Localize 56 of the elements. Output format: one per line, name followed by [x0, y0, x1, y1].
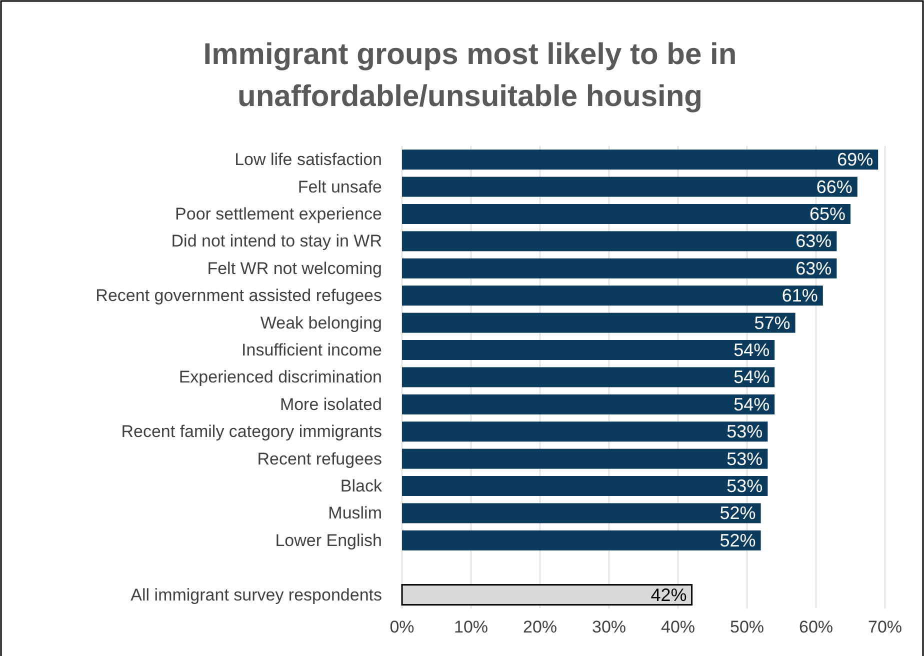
data-label: 53% — [726, 476, 763, 496]
bar — [402, 422, 768, 442]
y-tick-label: All immigrant survey respondents — [130, 585, 382, 604]
data-label: 53% — [726, 448, 763, 469]
bar — [402, 176, 858, 197]
bar — [402, 231, 837, 252]
bar — [402, 204, 850, 224]
bar — [402, 394, 775, 414]
y-tick-label: Recent refugees — [257, 449, 382, 468]
data-label: 61% — [782, 286, 818, 306]
y-tick-label: Felt WR not welcoming — [207, 258, 382, 278]
y-tick-label: Muslim — [328, 504, 382, 523]
x-tick-label: 40% — [660, 617, 696, 636]
bar — [402, 150, 878, 170]
data-label: 57% — [754, 312, 790, 333]
data-label: 63% — [796, 231, 832, 252]
bar — [402, 340, 775, 360]
x-tick-label: 60% — [798, 617, 834, 636]
bar — [402, 448, 768, 469]
bar — [402, 258, 837, 278]
bar — [402, 503, 761, 524]
y-tick-label: Poor settlement experience — [175, 204, 382, 224]
bar — [402, 312, 796, 333]
bar — [402, 367, 775, 388]
y-tick-label: Did not intend to stay in WR — [171, 232, 382, 251]
y-tick-label: Recent government assisted refugees — [96, 286, 382, 306]
y-tick-label: Felt unsafe — [298, 177, 382, 196]
data-label: 54% — [734, 394, 770, 414]
data-label: 42% — [650, 584, 687, 605]
y-tick-label: More isolated — [280, 394, 382, 414]
data-label: 66% — [816, 176, 852, 197]
bar — [402, 286, 823, 306]
bar — [402, 476, 768, 496]
y-tick-label: Recent family category immigrants — [121, 422, 382, 442]
data-label: 65% — [809, 204, 846, 224]
data-label: 52% — [720, 503, 756, 524]
y-tick-label: Weak belonging — [260, 313, 382, 332]
x-tick-label: 50% — [730, 617, 764, 636]
data-label: 52% — [720, 530, 756, 550]
x-tick-label: 10% — [454, 617, 488, 636]
y-tick-label: Low life satisfaction — [234, 150, 382, 170]
chart-title: Immigrant groups most likely to be in unaffordable/unsuitable housing — [203, 38, 737, 113]
y-tick-label: Experienced discrimination — [178, 368, 382, 387]
x-tick-label: 0% — [390, 617, 414, 636]
data-label: 53% — [726, 422, 763, 442]
x-tick-label: 20% — [522, 617, 558, 636]
y-tick-label: Black — [340, 476, 382, 496]
y-tick-label: Insufficient income — [242, 340, 382, 360]
x-tick-label: 70% — [868, 617, 902, 636]
data-label: 54% — [734, 340, 770, 360]
data-label: 54% — [734, 367, 770, 388]
bar — [402, 530, 761, 550]
x-tick-label: 30% — [592, 617, 626, 636]
y-tick-label: Lower English — [275, 530, 382, 550]
data-label: 69% — [837, 150, 874, 170]
data-label: 63% — [796, 258, 832, 278]
